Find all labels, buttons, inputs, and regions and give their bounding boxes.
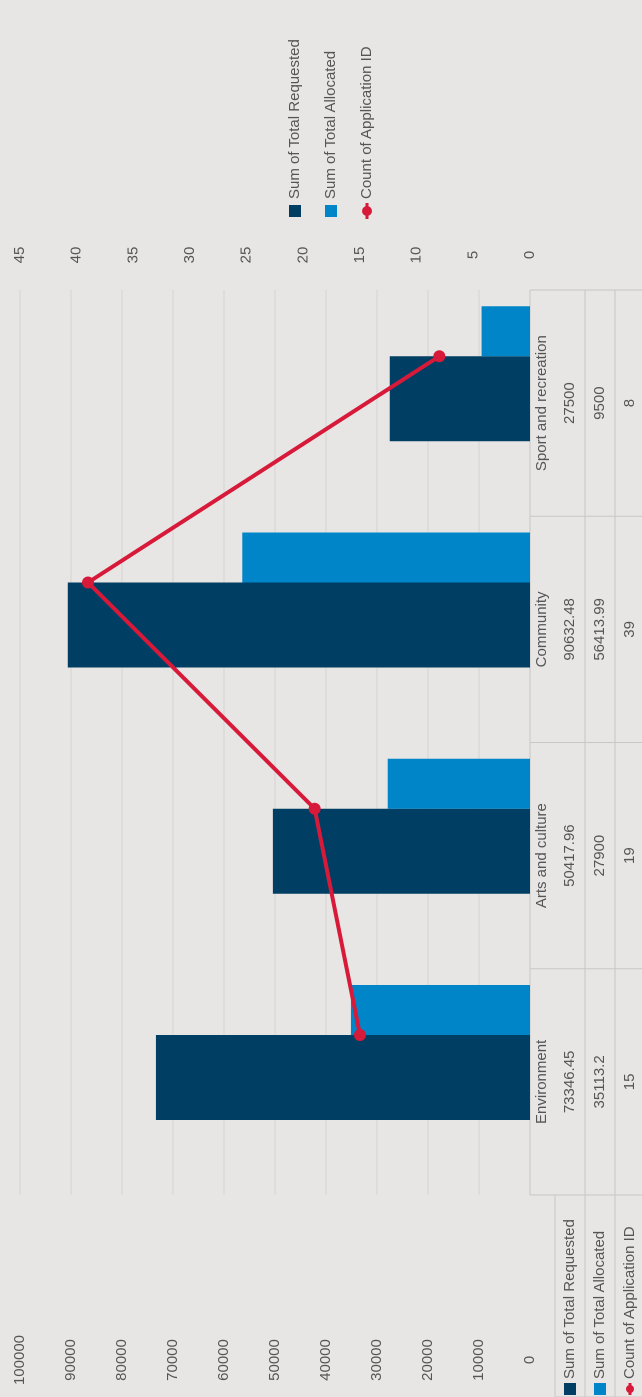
table-value: 73346.45 bbox=[561, 1051, 578, 1114]
y2-tick-label: 0 bbox=[521, 251, 538, 259]
y-tick-label: 60000 bbox=[215, 1339, 232, 1381]
y-tick-label: 40000 bbox=[317, 1339, 334, 1381]
row-label: Sum of Total Requested bbox=[561, 1219, 578, 1379]
row-swatch bbox=[594, 1383, 606, 1395]
x-tick-label: Sport and recreation bbox=[533, 335, 550, 471]
bar bbox=[272, 808, 530, 894]
y2-tick-label: 20 bbox=[294, 247, 311, 264]
table-value: 15 bbox=[621, 1074, 638, 1091]
y2-tick-label: 30 bbox=[181, 247, 198, 264]
y-tick-label: 30000 bbox=[368, 1339, 385, 1381]
y-tick-label: 20000 bbox=[419, 1339, 436, 1381]
row-label: Count of Application ID bbox=[621, 1226, 638, 1379]
bar bbox=[389, 356, 530, 442]
legend-label: Count of Application ID bbox=[358, 46, 375, 199]
table-value: 90632.48 bbox=[561, 598, 578, 661]
table-value: 50417.96 bbox=[561, 824, 578, 887]
bar bbox=[67, 582, 530, 668]
y2-tick-label: 5 bbox=[464, 251, 481, 259]
x-tick-label: Arts and culture bbox=[533, 803, 550, 908]
y-tick-label: 70000 bbox=[164, 1339, 181, 1381]
row-label: Sum of Total Allocated bbox=[591, 1231, 608, 1379]
legend-label: Sum of Total Requested bbox=[286, 39, 303, 199]
table-value: 56413.99 bbox=[591, 598, 608, 661]
line-marker bbox=[308, 802, 321, 815]
rotated-chart: 0 10000 20000 30000 40000 50000 60000 70000 8000… bbox=[11, 39, 642, 1397]
y2-tick-label: 10 bbox=[408, 247, 425, 264]
table-value: 35113.2 bbox=[591, 1055, 608, 1108]
y-tick-label: 80000 bbox=[113, 1339, 130, 1381]
line-marker bbox=[433, 350, 446, 363]
bar bbox=[242, 532, 530, 583]
bar bbox=[481, 306, 530, 357]
y-tick-label: 10000 bbox=[470, 1339, 487, 1381]
x-tick-label: Community bbox=[533, 591, 550, 667]
y2-tick-label: 35 bbox=[124, 247, 141, 264]
row-swatch bbox=[564, 1383, 576, 1395]
y-tick-label: 90000 bbox=[62, 1339, 79, 1381]
legend-swatch bbox=[289, 205, 301, 217]
legend-swatch bbox=[362, 206, 372, 216]
line bbox=[86, 354, 441, 1036]
table-value: 8 bbox=[621, 399, 638, 407]
bar bbox=[155, 1035, 530, 1120]
y2-tick-label: 25 bbox=[238, 247, 255, 264]
table-value: 9500 bbox=[591, 386, 608, 419]
table-value: 27900 bbox=[591, 835, 608, 877]
y2-tick-label: 40 bbox=[68, 247, 85, 264]
bar bbox=[387, 758, 530, 809]
legend-label: Sum of Total Allocated bbox=[322, 51, 339, 199]
table-value: 39 bbox=[621, 621, 638, 638]
legend-swatch bbox=[325, 205, 337, 217]
line-marker bbox=[354, 1029, 366, 1041]
y2-tick-label: 15 bbox=[351, 247, 368, 264]
bar bbox=[350, 985, 530, 1035]
table-value: 19 bbox=[621, 847, 638, 864]
y-tick-label: 0 bbox=[521, 1356, 538, 1364]
row-swatch bbox=[626, 1385, 634, 1393]
x-tick-label: Environment bbox=[533, 1039, 550, 1124]
table-value: 27500 bbox=[561, 382, 578, 424]
y2-tick-label: 45 bbox=[11, 247, 28, 264]
y-tick-label: 100000 bbox=[11, 1335, 28, 1385]
line-marker bbox=[82, 576, 94, 589]
y-tick-label: 50000 bbox=[266, 1339, 283, 1381]
